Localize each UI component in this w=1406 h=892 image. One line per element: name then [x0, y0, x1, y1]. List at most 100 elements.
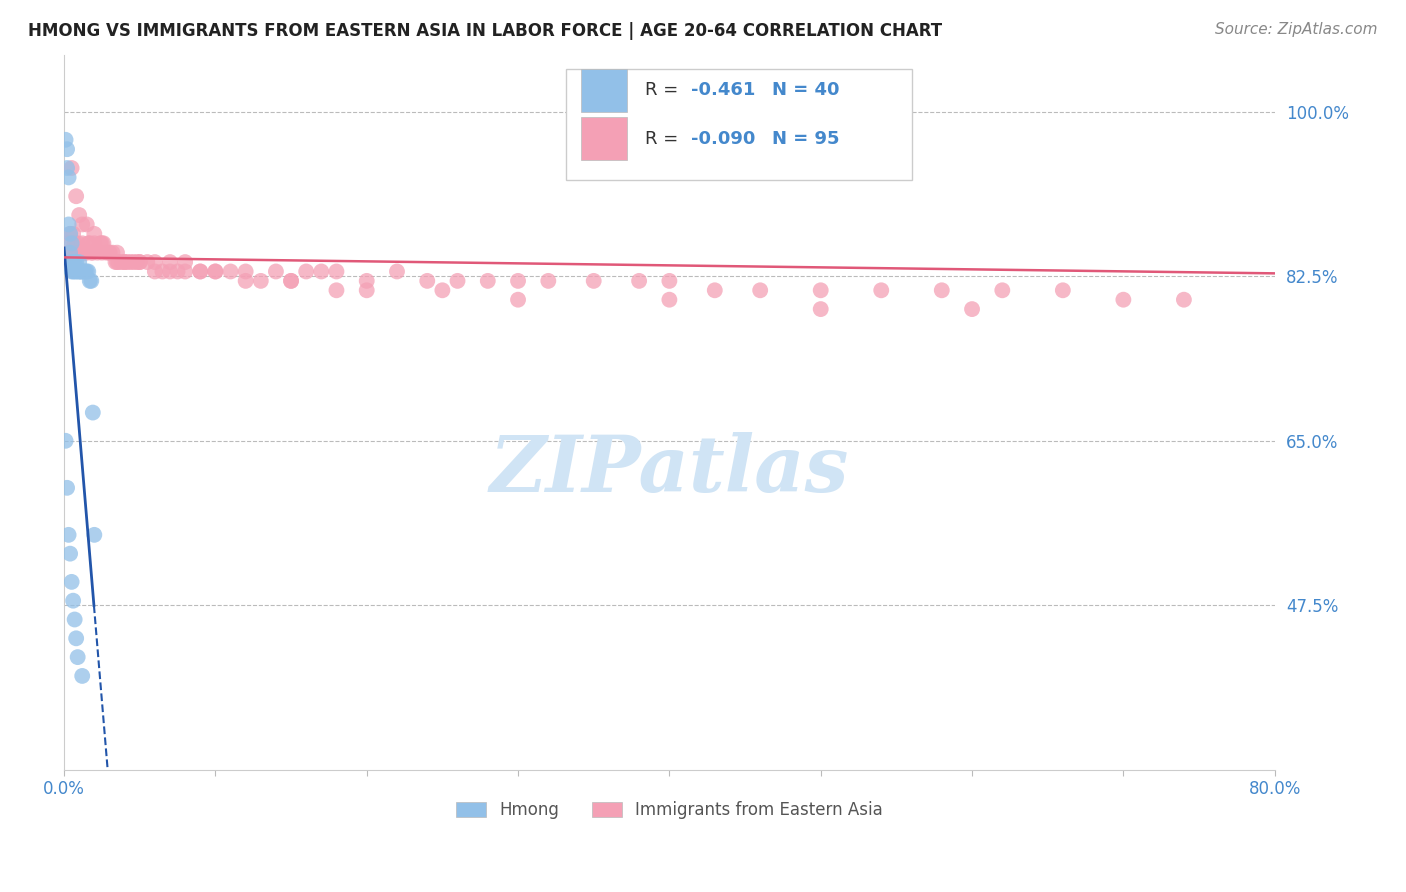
Point [188, 264, 211, 278]
Point [658, 274, 681, 288]
Point [628, 274, 651, 288]
Text: R =: R = [645, 130, 685, 148]
Point [60, 161, 83, 175]
Point [204, 264, 226, 278]
Point [506, 274, 529, 288]
Point [56, 236, 79, 251]
Point [159, 255, 181, 269]
Text: ZIPatlas: ZIPatlas [489, 432, 849, 508]
Point [295, 264, 318, 278]
Point [83, 528, 105, 542]
Point [60, 574, 83, 589]
Point [66, 264, 89, 278]
Point [75, 245, 97, 260]
Point [166, 264, 188, 278]
Point [77, 236, 100, 251]
Point [120, 255, 142, 269]
Point [870, 283, 893, 297]
Point [70, 236, 93, 251]
Point [63, 255, 86, 269]
Point [58, 245, 80, 260]
Text: HMONG VS IMMIGRANTS FROM EASTERN ASIA IN LABOR FORCE | AGE 20-64 CORRELATION CHA: HMONG VS IMMIGRANTS FROM EASTERN ASIA IN… [28, 22, 942, 40]
Point [264, 264, 287, 278]
Point [311, 264, 333, 278]
Point [249, 274, 271, 288]
Bar [581, 118, 627, 161]
Point [80, 274, 103, 288]
Point [810, 283, 832, 297]
Point [58, 170, 80, 185]
Text: Source: ZipAtlas.com: Source: ZipAtlas.com [1215, 22, 1378, 37]
Point [73, 264, 96, 278]
Point [537, 274, 560, 288]
Point [66, 236, 89, 251]
Point [128, 255, 150, 269]
Point [73, 245, 96, 260]
Point [69, 264, 91, 278]
Point [658, 293, 681, 307]
Point [749, 283, 772, 297]
Point [65, 632, 87, 646]
Point [204, 264, 226, 278]
Text: -0.090: -0.090 [692, 130, 755, 148]
Point [1112, 293, 1135, 307]
Point [67, 264, 90, 278]
Point [82, 245, 104, 260]
Point [810, 302, 832, 317]
Point [122, 255, 145, 269]
Point [432, 283, 454, 297]
Point [104, 255, 127, 269]
Point [59, 245, 82, 260]
Point [356, 274, 378, 288]
Point [90, 236, 112, 251]
Point [280, 274, 302, 288]
Point [63, 264, 86, 278]
Point [96, 245, 118, 260]
Point [136, 255, 159, 269]
Point [77, 264, 100, 278]
Point [60, 245, 83, 260]
Point [188, 264, 211, 278]
Point [93, 236, 115, 251]
Point [83, 236, 105, 251]
Point [58, 528, 80, 542]
Point [65, 255, 87, 269]
Point [143, 264, 166, 278]
Point [98, 245, 121, 260]
Text: N = 95: N = 95 [772, 130, 839, 148]
Point [70, 264, 93, 278]
Point [356, 283, 378, 297]
Point [117, 255, 139, 269]
Point [325, 264, 347, 278]
Point [114, 255, 136, 269]
Point [991, 283, 1014, 297]
Point [703, 283, 725, 297]
Point [56, 161, 79, 175]
Point [477, 274, 499, 288]
Point [70, 218, 93, 232]
Point [65, 264, 87, 278]
Text: N = 40: N = 40 [772, 81, 839, 99]
Point [107, 255, 129, 269]
Point [63, 613, 86, 627]
Point [582, 274, 605, 288]
Point [235, 274, 257, 288]
Text: R =: R = [645, 81, 685, 99]
Legend: Hmong, Immigrants from Eastern Asia: Hmong, Immigrants from Eastern Asia [449, 795, 890, 826]
Point [62, 227, 84, 241]
Point [65, 245, 87, 260]
Point [62, 593, 84, 607]
Point [960, 302, 983, 317]
Point [416, 274, 439, 288]
Point [143, 255, 166, 269]
Point [59, 547, 82, 561]
Point [83, 227, 105, 241]
Point [105, 245, 128, 260]
Point [60, 264, 83, 278]
Point [55, 133, 77, 147]
Point [82, 406, 104, 420]
Point [90, 245, 112, 260]
Point [59, 227, 82, 241]
Point [114, 255, 136, 269]
Point [56, 481, 79, 495]
